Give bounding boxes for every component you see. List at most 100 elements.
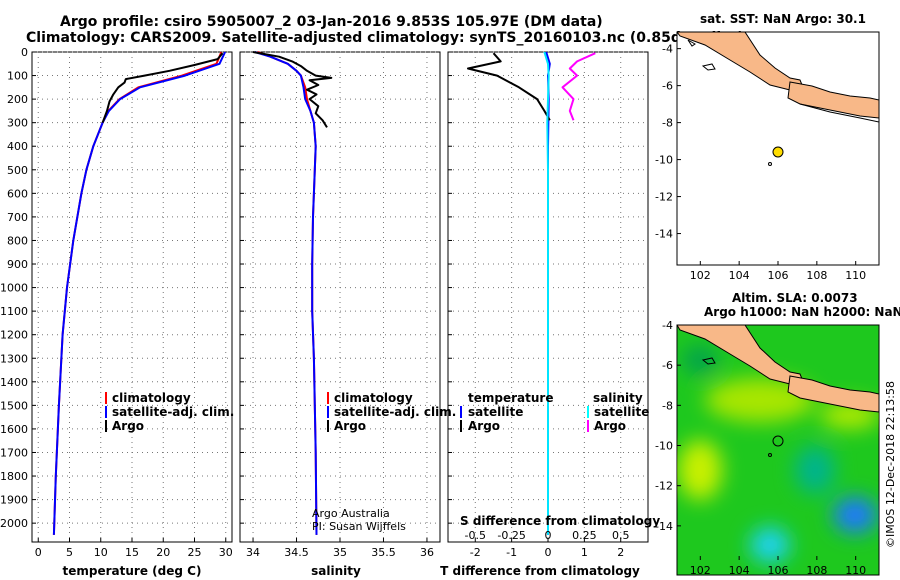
series-argo [101, 52, 224, 124]
map-lon-label: 108 [806, 564, 827, 577]
map-lon-label: 106 [768, 269, 789, 282]
legend-label-argo: Argo [112, 419, 144, 433]
map-lat-label: -12 [655, 480, 673, 493]
depth-tick-label: 500 [7, 164, 28, 177]
depth-tick-label: 900 [7, 258, 28, 271]
christmas-island [768, 453, 772, 457]
x-tick-label: 30 [219, 546, 233, 559]
map-lon-label: 104 [729, 564, 750, 577]
bottom-map-title-2: Argo h1000: NaN h2000: NaN [704, 305, 900, 319]
series-climatology [257, 51, 318, 535]
difference-temperature-legend: temperature satellite Argo [460, 391, 553, 433]
depth-tick-label: 1100 [0, 305, 28, 318]
salinity-axis-label: salinity [311, 564, 361, 578]
credit-pi: PI: Susan Wijffels [312, 520, 406, 533]
map-lon-label: 104 [729, 269, 750, 282]
x-tick-label: 34.5 [284, 546, 309, 559]
sla-high-patch [705, 378, 815, 422]
x-tick-label: 34 [246, 546, 260, 559]
map-lat-label: -14 [655, 520, 673, 533]
depth-tick-label: 1500 [0, 399, 28, 412]
profile-location-marker[interactable] [772, 435, 784, 447]
map-lat-label: -4 [662, 43, 673, 56]
secondary-axis-title: S difference from climatology [460, 514, 660, 528]
top-map: 102 104 106 108 110 -4 -6 -8 -10 -12 -14 [655, 31, 880, 282]
x-tick-label: 1 [581, 546, 588, 559]
series-salinity-satellite [543, 51, 550, 535]
java-land [787, 375, 879, 413]
legend-label-temp-satellite: satellite [468, 405, 523, 419]
x-tick-label: 0 [35, 546, 42, 559]
legend-label-satellite: satellite-adj. clim. [112, 405, 234, 419]
salinity-legend: climatology satellite-adj. clim. Argo [327, 391, 456, 433]
imos-credit: ©IMOS 12-Dec-2018 22:13:58 [884, 381, 897, 548]
depth-tick-label: 200 [7, 93, 28, 106]
x-tick-label: 35 [333, 546, 347, 559]
legend-label-sal-argo: Argo [594, 419, 626, 433]
x-tick-label: -2 [470, 546, 481, 559]
map-lat-label: -10 [655, 440, 673, 453]
island [701, 63, 716, 71]
x-tick-label: -1 [506, 546, 517, 559]
depth-tick-label: 1800 [0, 470, 28, 483]
island [701, 357, 716, 365]
depth-tick-label: 400 [7, 140, 28, 153]
depth-tick-label: 100 [7, 70, 28, 83]
bottom-map-title-1: Altim. SLA: 0.0073 [732, 291, 858, 305]
temperature-axis-label: temperature (deg C) [63, 564, 202, 578]
depth-tick-label: 300 [7, 117, 28, 130]
depth-tick-label: 1700 [0, 446, 28, 459]
difference-axis-label: T difference from climatology [440, 564, 640, 578]
secondary-tick-label: 0.5 [612, 529, 630, 542]
difference-salinity-legend: salinity satellite Argo [587, 391, 649, 433]
map-lon-label: 102 [690, 269, 711, 282]
map-lat-label: -14 [655, 228, 673, 241]
secondary-tick-label: 0.25 [572, 529, 597, 542]
christmas-island [768, 162, 772, 166]
map-lat-label: -6 [662, 359, 673, 372]
title-line-1: Argo profile: csiro 5905007_2 03-Jan-201… [60, 14, 603, 30]
x-tick-label: 2 [617, 546, 624, 559]
depth-tick-label: 1200 [0, 329, 28, 342]
legend-title-salinity: salinity [593, 391, 643, 405]
sla-low-patch [795, 446, 835, 494]
sla-high-patch [678, 440, 722, 500]
title-line-2: Climatology: CARS2009. Satellite-adjuste… [26, 30, 744, 46]
profile-location-marker[interactable] [772, 146, 784, 158]
map-lon-label: 108 [806, 269, 827, 282]
secondary-tick-label: -0.5 [465, 529, 486, 542]
sla-low-patch [750, 527, 790, 563]
x-tick-label: 0 [545, 546, 552, 559]
depth-tick-label: 1900 [0, 494, 28, 507]
depth-tick-label: 1600 [0, 423, 28, 436]
map-lat-label: -4 [662, 319, 673, 332]
temperature-legend: climatology satellite-adj. clim. Argo [105, 391, 234, 433]
depth-tick-label: 700 [7, 211, 28, 224]
x-tick-label: 5 [66, 546, 73, 559]
legend-label-climatology: climatology [112, 391, 191, 405]
x-tick-label: 15 [125, 546, 139, 559]
x-tick-label: 25 [188, 546, 202, 559]
legend-label-temp-argo: Argo [468, 419, 500, 433]
map-lat-label: -6 [662, 80, 673, 93]
legend-label-argo: Argo [334, 419, 366, 433]
series-satellite-adj-clim- [52, 51, 227, 535]
x-tick-label: 36 [420, 546, 434, 559]
series-satellite-adj-clim- [254, 51, 318, 535]
map-lat-label: -12 [655, 191, 673, 204]
map-lat-label: -8 [662, 117, 673, 130]
map-lon-label: 110 [845, 564, 866, 577]
depth-tick-label: 2000 [0, 517, 28, 530]
depth-tick-label: 0 [21, 46, 28, 59]
map-lon-label: 102 [690, 564, 711, 577]
bottom-map: 102 104 106 108 110 -4 -6 -8 -10 -12 -14 [655, 319, 880, 577]
top-map-title: sat. SST: NaN Argo: 30.1 [700, 12, 866, 26]
depth-tick-label: 1400 [0, 376, 28, 389]
legend-label-sal-satellite: satellite [594, 405, 649, 419]
sla-low-patch [682, 346, 718, 374]
map-lon-label: 106 [768, 564, 789, 577]
legend-label-climatology: climatology [334, 391, 413, 405]
secondary-tick-label: -0.25 [497, 529, 525, 542]
legend-label-satellite: satellite-adj. clim. [334, 405, 456, 419]
